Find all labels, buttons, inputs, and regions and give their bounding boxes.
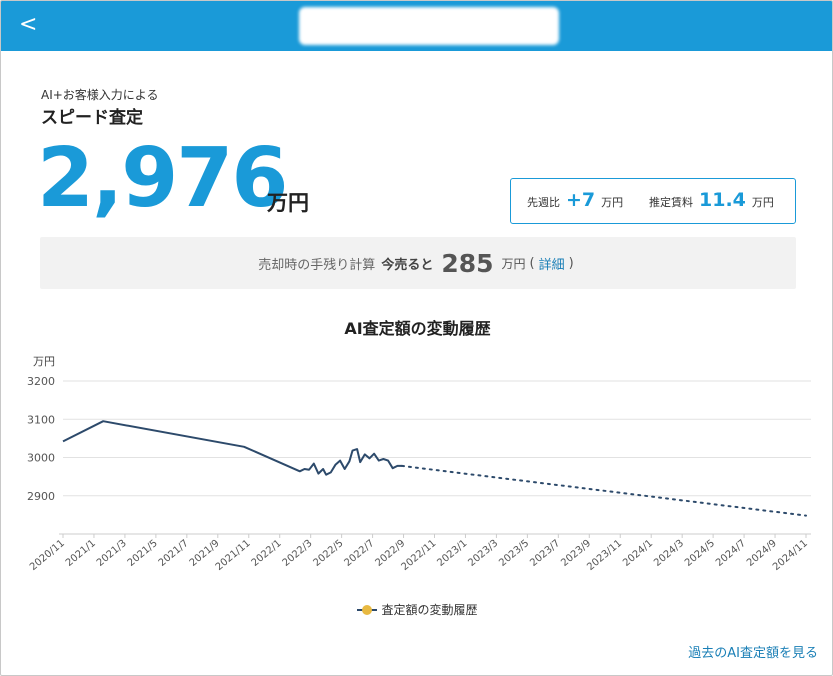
price-history-chart: 万円29003000310032002020/112021/12021/3202… — [27, 355, 811, 573]
x-tick-label: 2021/3 — [95, 538, 129, 569]
sale-calc-label: 売却時の手残り計算 — [258, 257, 376, 273]
x-tick-label: 2024/1 — [621, 538, 655, 569]
y-axis-label: 万円 — [33, 355, 55, 368]
x-tick-label: 2024/11 — [771, 538, 810, 573]
estimated-rent: 推定賃料 11.4 万円 — [649, 189, 774, 211]
x-tick-label: 2023/3 — [466, 538, 500, 569]
x-tick-label: 2021/7 — [157, 538, 191, 569]
weekly-change-value: +7 — [566, 189, 596, 211]
weekly-change-unit: 万円 — [601, 196, 624, 209]
past-estimates-link[interactable]: 過去のAI査定額を見る — [688, 646, 818, 661]
x-tick-label: 2022/11 — [400, 538, 439, 573]
chart-title: AI査定額の変動履歴 — [344, 319, 491, 338]
x-tick-label: 2023/7 — [528, 538, 562, 569]
sale-net-value: 285 — [441, 248, 494, 278]
sale-net-unit: 万円 — [501, 256, 526, 271]
estimated-rent-unit: 万円 — [751, 196, 774, 209]
legend-label: 査定額の変動履歴 — [381, 603, 478, 617]
x-tick-label: 2023/5 — [497, 538, 531, 569]
x-tick-label: 2022/7 — [342, 538, 376, 569]
sale-calc-box: 売却時の手残り計算 今売ると 285 万円 ( 詳細 ) — [40, 237, 796, 289]
header-title-redacted — [299, 7, 559, 45]
y-tick-label: 2900 — [27, 490, 55, 503]
forecast-line — [401, 464, 807, 517]
sale-now-label: 今売ると — [381, 257, 434, 273]
estimated-rent-value: 11.4 — [699, 189, 746, 211]
history-line — [62, 420, 402, 476]
details-link[interactable]: 詳細 — [538, 257, 565, 273]
header-bar: < — [1, 1, 832, 51]
chart-legend[interactable]: 査定額の変動履歴 — [1, 601, 832, 618]
x-tick-label: 2022/5 — [312, 538, 346, 569]
weekly-change: 先週比 +7 万円 — [527, 189, 623, 211]
x-tick-label: 2022/1 — [250, 538, 284, 569]
estimate-unit: 万円 — [267, 191, 309, 215]
y-tick-label: 3200 — [27, 375, 55, 388]
estimated-rent-label: 推定賃料 — [649, 196, 693, 209]
x-tick-label: 2020/11 — [28, 538, 67, 573]
estimate-value: 2,976 — [37, 131, 288, 226]
paren-close: ) — [568, 255, 574, 271]
chevron-left-icon[interactable]: < — [19, 12, 38, 37]
estimate-pre-label: AI+お客様入力による — [41, 88, 159, 102]
y-tick-label: 3100 — [27, 413, 55, 426]
x-tick-label: 2021/1 — [64, 538, 98, 569]
x-tick-label: 2023/1 — [435, 538, 469, 569]
x-tick-label: 2022/3 — [281, 538, 315, 569]
x-tick-label: 2024/5 — [683, 538, 717, 569]
x-tick-label: 2023/11 — [585, 538, 624, 573]
y-tick-label: 3000 — [27, 452, 55, 465]
paren-open: ( — [529, 255, 535, 271]
x-tick-label: 2024/3 — [652, 538, 686, 569]
x-tick-label: 2024/7 — [714, 538, 748, 569]
x-tick-label: 2021/11 — [214, 538, 253, 573]
estimate-title: スピード査定 — [41, 108, 143, 128]
stats-box: 先週比 +7 万円 推定賃料 11.4 万円 — [510, 178, 796, 224]
x-tick-label: 2021/5 — [126, 538, 160, 569]
weekly-change-label: 先週比 — [527, 196, 560, 209]
legend-marker-icon — [357, 604, 378, 616]
